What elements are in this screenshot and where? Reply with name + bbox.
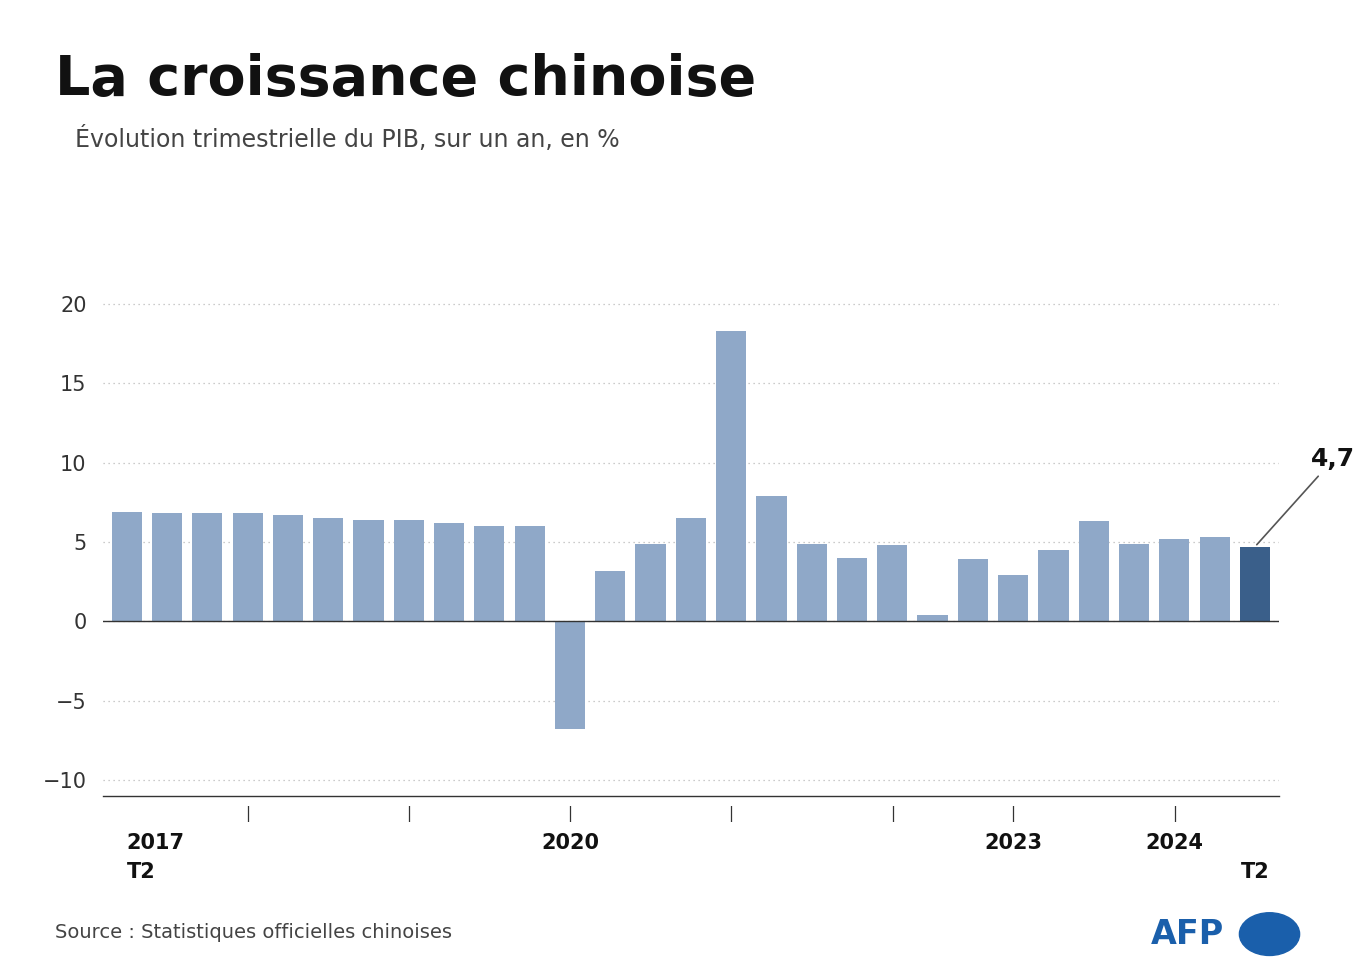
- Text: Évolution trimestrielle du PIB, sur un an, en %: Évolution trimestrielle du PIB, sur un a…: [75, 126, 620, 152]
- Text: 2023: 2023: [984, 833, 1042, 854]
- Text: 2024: 2024: [1145, 833, 1204, 854]
- Text: |: |: [1172, 806, 1176, 821]
- Bar: [1239, 547, 1270, 621]
- Text: |: |: [729, 806, 733, 821]
- Bar: [233, 514, 263, 621]
- Bar: [636, 544, 666, 621]
- Bar: [1038, 550, 1068, 621]
- Bar: [394, 519, 424, 621]
- Text: T2: T2: [127, 862, 156, 883]
- Bar: [353, 519, 383, 621]
- Bar: [112, 512, 142, 621]
- Text: |: |: [889, 806, 895, 821]
- Bar: [1200, 537, 1230, 621]
- Bar: [434, 523, 464, 621]
- Bar: [715, 331, 746, 621]
- Text: 4,7: 4,7: [1257, 448, 1356, 545]
- Bar: [193, 514, 223, 621]
- Text: AFP: AFP: [1150, 918, 1224, 951]
- Bar: [676, 519, 706, 621]
- Bar: [475, 526, 505, 621]
- Text: La croissance chinoise: La croissance chinoise: [55, 53, 757, 108]
- Text: 2020: 2020: [540, 833, 599, 854]
- Text: |: |: [245, 806, 250, 821]
- Bar: [877, 545, 907, 621]
- Bar: [152, 514, 182, 621]
- Bar: [272, 515, 304, 621]
- Bar: [1119, 544, 1149, 621]
- Bar: [1159, 539, 1189, 621]
- Text: T2: T2: [1241, 862, 1270, 883]
- Bar: [555, 621, 586, 729]
- Text: Source : Statistiques officielles chinoises: Source : Statistiques officielles chinoi…: [55, 922, 451, 942]
- Bar: [595, 571, 625, 621]
- Bar: [313, 519, 343, 621]
- Bar: [999, 576, 1029, 621]
- Text: 2017: 2017: [127, 833, 185, 854]
- Text: |: |: [406, 806, 412, 821]
- Bar: [1078, 521, 1109, 621]
- Bar: [958, 559, 988, 621]
- Bar: [837, 558, 867, 621]
- Bar: [757, 496, 787, 621]
- Bar: [796, 544, 826, 621]
- Text: |: |: [1011, 806, 1015, 821]
- Bar: [514, 526, 544, 621]
- Bar: [918, 615, 948, 621]
- Text: |: |: [568, 806, 573, 821]
